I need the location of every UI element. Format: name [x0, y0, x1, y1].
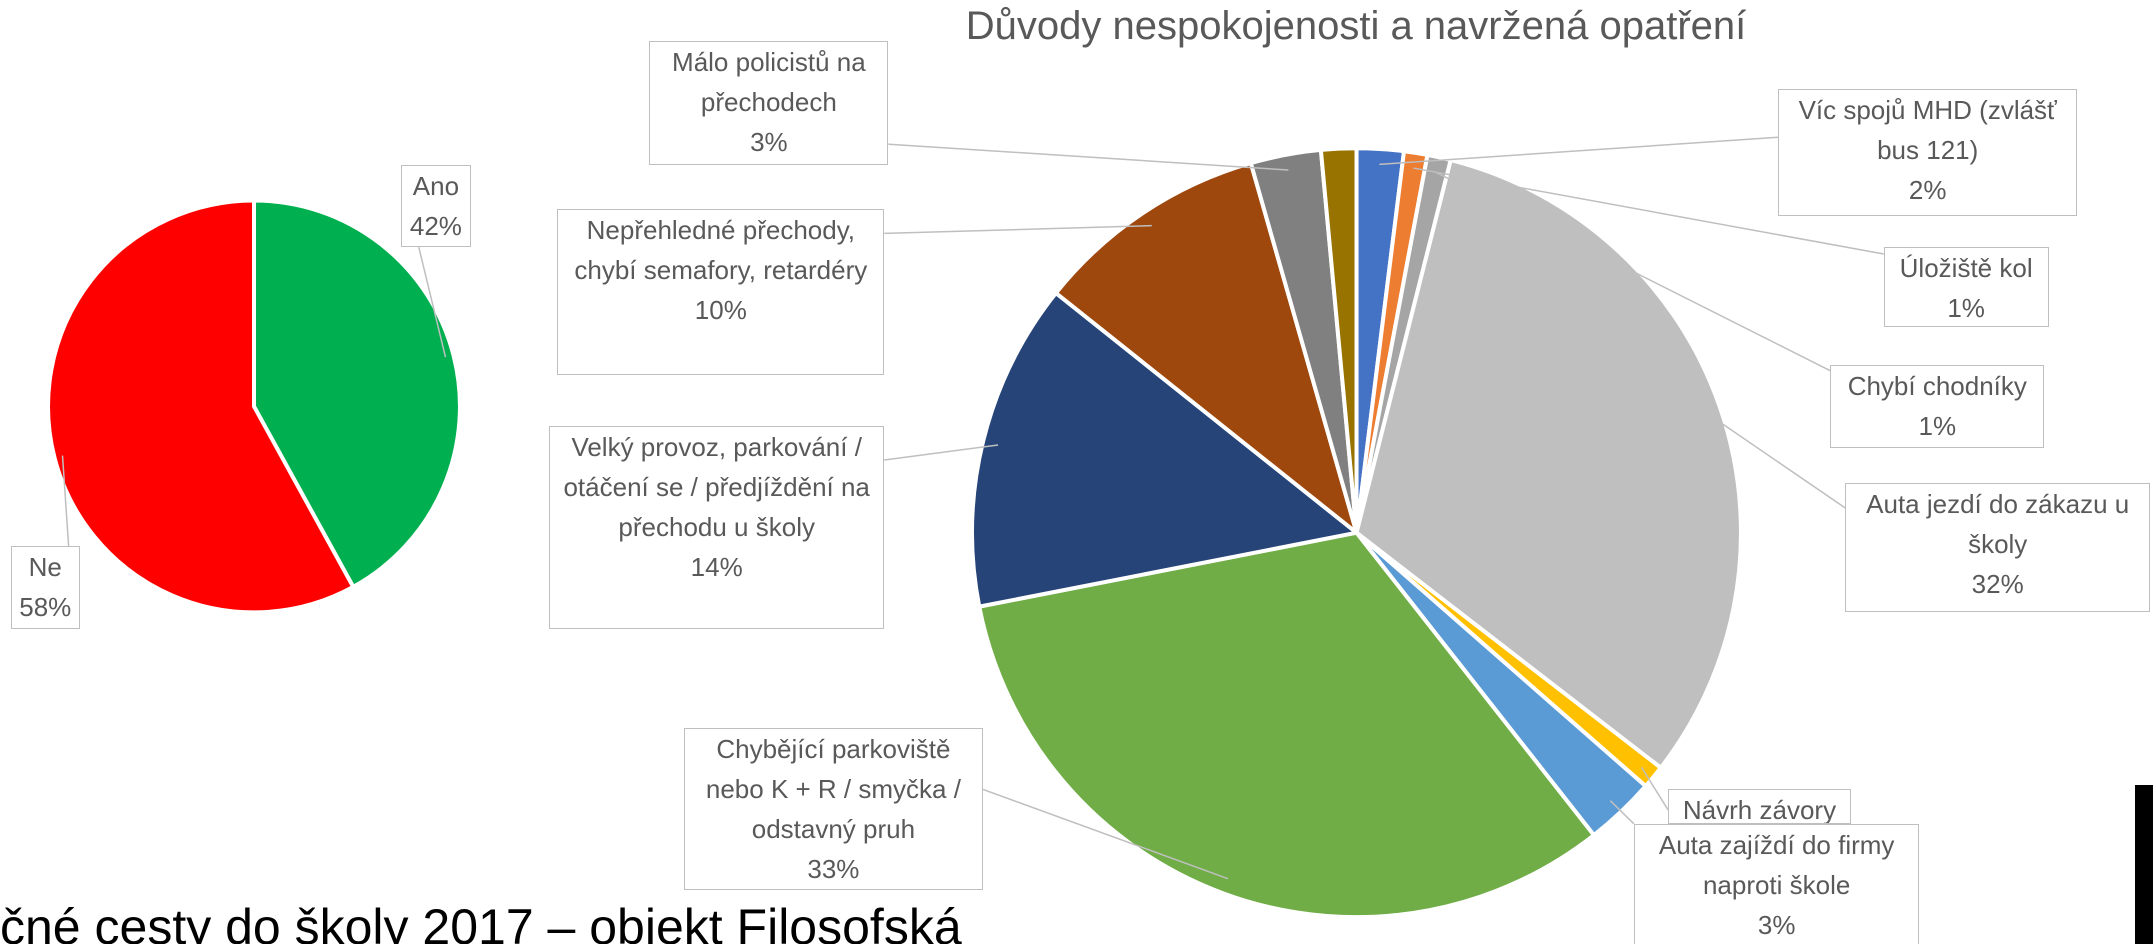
leader-line	[888, 143, 1289, 171]
label-name: Úložiště kol	[1899, 253, 2033, 284]
label-value: 14%	[690, 551, 743, 582]
pie-slice	[1318, 146, 1359, 533]
leader-line	[1413, 167, 1884, 255]
chart-title: Důvody nespokojenosti a navržená opatřen…	[965, 4, 1747, 48]
pie-slice	[46, 198, 356, 615]
pie-slice	[1354, 157, 1743, 771]
data-label: Málo policistů na přechodech 3%	[649, 41, 889, 165]
label-name: Chybějící parkoviště nebo K + R / smyčka…	[705, 733, 961, 844]
pie-slice	[252, 198, 462, 590]
pie-slice	[1053, 160, 1361, 539]
label-name: Návrh závory	[1682, 795, 1837, 824]
label-value: 10%	[694, 294, 747, 325]
leader-line	[1379, 136, 1779, 166]
label-name: Chybí chodníky	[1847, 371, 2027, 402]
label-value: 3%	[1757, 909, 1796, 940]
label-name: Auta jezdí do zákazu u školy	[1866, 489, 2130, 560]
leader-line	[1640, 766, 1669, 811]
label-name: Ne	[28, 552, 62, 583]
leader-line	[1609, 800, 1635, 825]
data-label: Ne 58%	[10, 546, 80, 629]
data-label: Auta zajíždí do firmy naproti škole 3%	[1633, 823, 1920, 944]
data-label: Velký provoz, parkování / otáčení se / p…	[549, 425, 885, 629]
leader-line	[418, 246, 447, 358]
leader-line	[61, 455, 70, 547]
data-label: Víc spojů MHD (zvlášť bus 121) 2%	[1778, 89, 2078, 216]
label-value: 58%	[19, 592, 72, 623]
label-value: 3%	[750, 127, 788, 158]
pie-slice	[976, 530, 1597, 920]
label-name: Auta zajíždí do firmy naproti škole	[1658, 829, 1895, 900]
pie-slice	[970, 290, 1362, 609]
data-label: Auta jezdí do zákazu u školy 32%	[1845, 483, 2151, 613]
data-label: Chybí chodníky 1%	[1830, 365, 2045, 448]
leader-line	[884, 444, 999, 461]
leader-line	[1704, 411, 1846, 509]
label-value: 32%	[1971, 569, 2024, 600]
leader-line	[884, 224, 1152, 235]
label-value: 2%	[1908, 175, 1947, 206]
label-name: Víc spojů MHD (zvlášť bus 121)	[1798, 95, 2057, 166]
label-name: Nepřehledné přechody, chybí semafory, re…	[574, 214, 868, 285]
label-value: 33%	[807, 853, 860, 884]
label-value: 1%	[1918, 411, 1957, 442]
data-label: Ano 42%	[400, 164, 471, 248]
data-label: Chybějící parkoviště nebo K + R / smyčka…	[683, 727, 984, 890]
footer-text: čné cesty do školy 2017 – objekt Filosof…	[0, 899, 962, 944]
label-name: Ano	[412, 170, 460, 201]
edge-bar	[2135, 785, 2153, 944]
data-label: Návrh závory	[1668, 789, 1851, 824]
data-label: Nepřehledné přechody, chybí semafory, re…	[557, 208, 885, 375]
label-value: 1%	[1947, 293, 1985, 324]
leader-line	[1435, 171, 1831, 372]
label-name: Velký provoz, parkování / otáčení se / p…	[563, 431, 870, 542]
leader-line	[982, 788, 1229, 880]
label-name: Málo policistů na přechodech	[672, 47, 866, 118]
label-value: 42%	[409, 210, 462, 241]
data-label: Úložiště kol 1%	[1883, 247, 2049, 327]
